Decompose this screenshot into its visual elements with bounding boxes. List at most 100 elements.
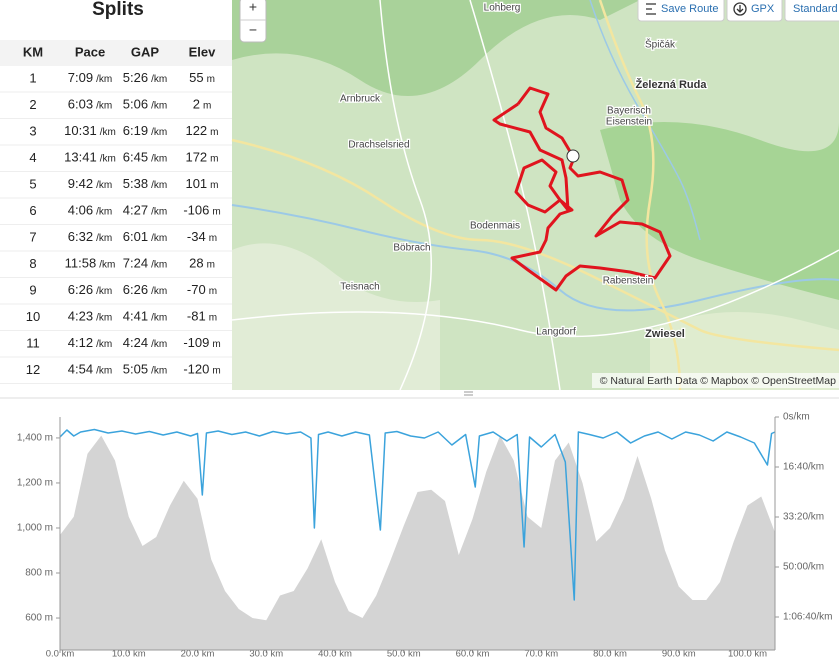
place-label: Lohberg <box>484 3 521 14</box>
unit: /km <box>99 259 115 270</box>
pace-cell: 13:41/km <box>64 150 116 165</box>
elev-value: 55 <box>189 70 203 85</box>
elev-value: -120 <box>183 362 209 377</box>
unit: m <box>207 259 215 270</box>
pace-cell: 6:32/km <box>68 229 112 244</box>
gap-cell: 7:24/km <box>123 256 167 271</box>
km-cell: 5 <box>29 176 36 191</box>
unit: /km <box>151 74 167 85</box>
unit: /km <box>96 312 112 323</box>
place-label: Teisnach <box>340 282 379 293</box>
x-tick-label: 70.0 km <box>524 649 558 659</box>
place-label: Arnbruck <box>340 94 381 105</box>
pace-cell: 4:06/km <box>68 203 112 218</box>
x-tick-label: 90.0 km <box>662 649 696 659</box>
place-label: Špičák <box>645 38 676 51</box>
place-label: Rabenstein <box>603 276 654 287</box>
elev-value: 101 <box>185 176 207 191</box>
elev-cell: 28 m <box>189 256 215 271</box>
unit: m <box>210 153 218 164</box>
unit: m <box>210 127 218 138</box>
pace-value: 4:06 <box>68 203 93 218</box>
style-button[interactable] <box>784 0 839 22</box>
y2-tick-label: 16:40/km <box>783 462 824 473</box>
save-route-button[interactable] <box>637 0 725 22</box>
zoom-in[interactable]: + <box>249 0 257 15</box>
y-tick-label: 600 m <box>25 613 53 624</box>
pace-cell: 4:23/km <box>68 309 112 324</box>
gap-cell: 4:41/km <box>123 309 167 324</box>
divider[interactable] <box>0 390 839 399</box>
elev-cell: -70 m <box>187 282 217 297</box>
elev-cell: 101 m <box>185 176 218 191</box>
unit: /km <box>100 127 116 138</box>
splits-title: Splits <box>92 0 144 20</box>
gap-value: 5:26 <box>123 70 148 85</box>
place-label: Železná Ruda <box>636 78 708 91</box>
gap-cell: 4:27/km <box>123 203 167 218</box>
x-tick-label: 50.0 km <box>387 649 421 659</box>
save-route-label: Save Route <box>661 3 718 15</box>
unit: m <box>207 74 215 85</box>
gap-cell: 6:26/km <box>123 282 167 297</box>
km-cell: 8 <box>29 256 36 271</box>
y-tick-label: 1,000 m <box>17 523 53 534</box>
elev-cell: -34 m <box>187 229 217 244</box>
gap-value: 4:41 <box>123 309 148 324</box>
unit: /km <box>96 339 112 350</box>
elev-value: -109 <box>183 335 209 350</box>
km-cell: 3 <box>29 123 36 138</box>
elev-cell: -120 m <box>183 362 220 377</box>
elev-value: 122 <box>185 123 207 138</box>
pace-cell: 9:42/km <box>68 176 112 191</box>
gap-cell: 6:01/km <box>123 229 167 244</box>
unit: m <box>203 100 211 111</box>
unit: m <box>212 339 220 350</box>
pace-line <box>59 428 776 601</box>
gap-value: 5:06 <box>123 97 148 112</box>
km-cell: 9 <box>29 282 36 297</box>
elev-value: 172 <box>185 150 207 165</box>
elev-cell: -106 m <box>183 203 220 218</box>
unit: /km <box>96 180 112 191</box>
place-label: Drachselsried <box>348 140 409 151</box>
km-cell: 7 <box>29 229 36 244</box>
column-header: KM <box>23 44 43 59</box>
elev-cell: -109 m <box>183 335 220 350</box>
route <box>492 86 672 292</box>
x-tick-label: 40.0 km <box>318 649 352 659</box>
unit: m <box>209 233 217 244</box>
gap-value: 6:26 <box>123 282 148 297</box>
pace-value: 4:23 <box>68 309 93 324</box>
y-tick-label: 1,400 m <box>17 433 53 444</box>
unit: /km <box>96 74 112 85</box>
elev-cell: 122 m <box>185 123 218 138</box>
pace-value: 9:42 <box>68 176 93 191</box>
pace-value: 7:09 <box>68 70 93 85</box>
gpx-button[interactable] <box>726 0 783 22</box>
unit: /km <box>151 127 167 138</box>
place-label: Bayerisch <box>607 106 651 117</box>
gap-value: 6:19 <box>123 123 148 138</box>
elev-cell: 55 m <box>189 70 215 85</box>
elev-value: -34 <box>187 229 206 244</box>
gap-value: 4:24 <box>123 335 148 350</box>
unit: /km <box>151 365 167 376</box>
zoom-out[interactable]: − <box>249 22 257 38</box>
style-label: Standard <box>793 3 838 15</box>
km-cell: 1 <box>29 70 36 85</box>
gap-value: 6:01 <box>123 229 148 244</box>
pace-cell: 6:03/km <box>68 97 112 112</box>
pace-value: 6:32 <box>68 229 93 244</box>
unit: /km <box>96 206 112 217</box>
x-tick-label: 0.0 km <box>46 649 75 659</box>
gap-cell: 5:38/km <box>123 176 167 191</box>
y2-tick-label: 33:20/km <box>783 512 824 523</box>
unit: /km <box>151 286 167 297</box>
x-tick-label: 10.0 km <box>112 649 146 659</box>
y2-tick-label: 1:06:40/km <box>783 612 832 623</box>
gap-cell: 5:05/km <box>123 362 167 377</box>
x-tick-label: 100.0 km <box>728 649 767 659</box>
